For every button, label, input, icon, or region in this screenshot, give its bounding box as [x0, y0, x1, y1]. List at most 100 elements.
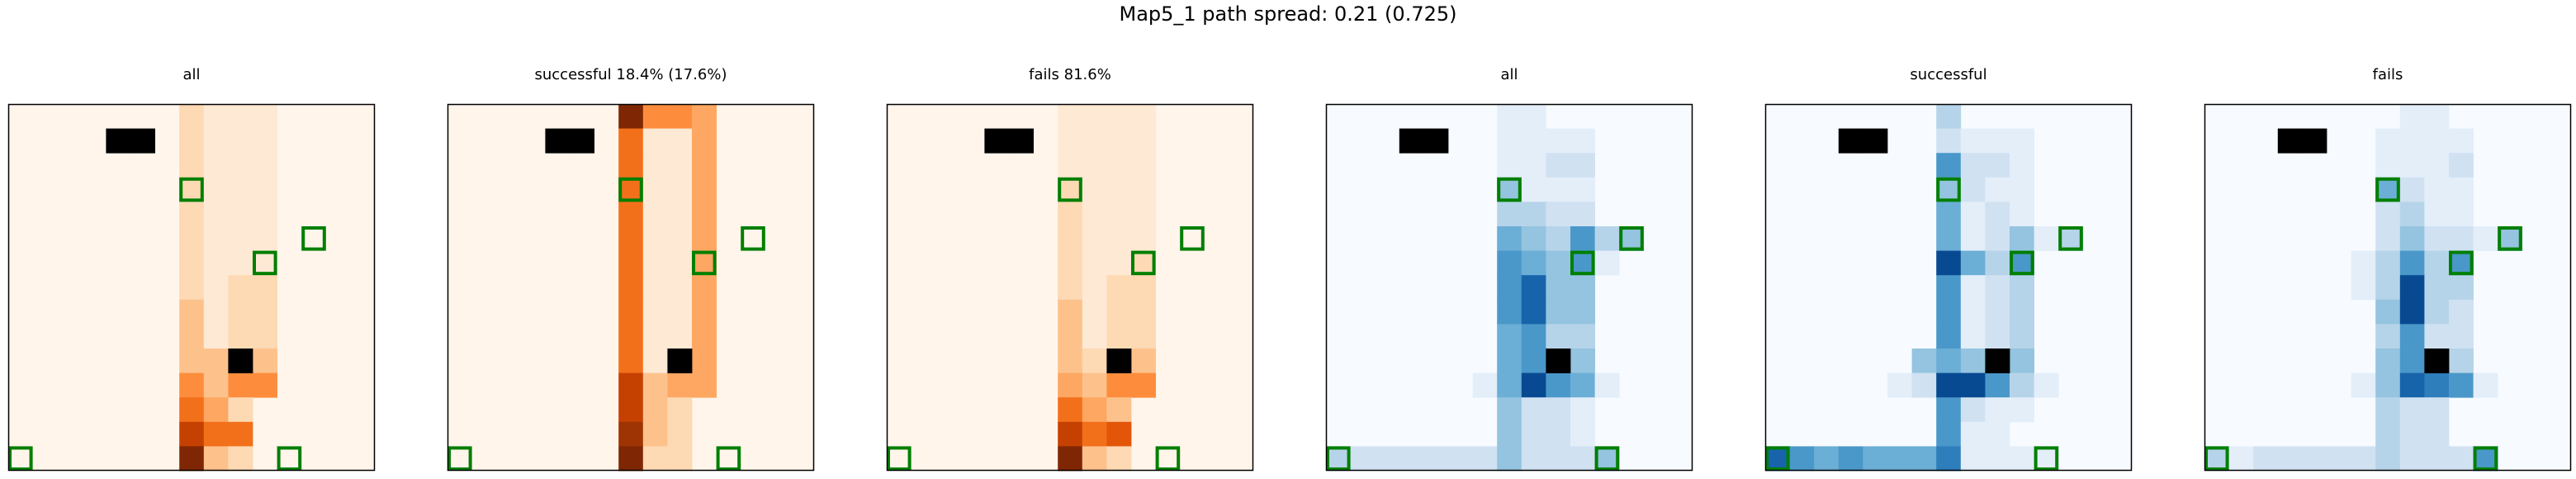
heatmap-cell: [1814, 446, 1840, 472]
heatmap-cell: [1058, 104, 1083, 129]
heatmap-cell: [228, 397, 253, 423]
heatmap-cell: [642, 372, 668, 398]
heatmap-cell: [1106, 324, 1132, 349]
target-marker: [1497, 177, 1522, 202]
heatmap-cell: [642, 397, 668, 423]
heatmap-cell: [1497, 299, 1522, 325]
heatmap-cell: [1765, 446, 1790, 472]
heatmap-cell: [1131, 275, 1156, 301]
heatmap-cell: [2449, 202, 2474, 227]
heatmap-cell: [1497, 397, 1522, 423]
heatmap-cell: [1106, 299, 1132, 325]
heatmap-cell: [1058, 397, 1083, 423]
heatmap-cell: [1106, 275, 1132, 301]
heatmap-cell: [1985, 372, 2010, 398]
heatmap-cell: [2034, 446, 2059, 472]
obstacle-cell: [1838, 128, 1863, 154]
obstacle-cell: [2302, 128, 2327, 154]
heatmap-cell: [1472, 446, 1498, 472]
target-marker: [887, 446, 912, 471]
heatmap-cell: [2424, 153, 2450, 178]
heatmap-cell: [1960, 397, 1986, 423]
heatmap-cell: [642, 349, 668, 373]
heatmap-cell: [1960, 250, 1986, 276]
heatmap-cell: [2375, 324, 2401, 349]
heatmap-cell: [1911, 372, 1937, 398]
panel-4-title: all: [1500, 66, 1518, 83]
heatmap-cell: [667, 177, 693, 202]
heatmap-cell: [1106, 177, 1132, 202]
heatmap-cell: [1546, 250, 1571, 276]
heatmap-cell: [1936, 349, 1962, 373]
heatmap-cell: [2449, 446, 2474, 472]
target-marker: [179, 177, 204, 202]
heatmap-cell: [2424, 421, 2450, 447]
heatmap-cell: [203, 153, 229, 178]
heatmap-cell: [1546, 397, 1571, 423]
heatmap-cell: [203, 324, 229, 349]
heatmap-cell: [2449, 372, 2474, 398]
heatmap-cell: [2424, 372, 2450, 398]
heatmap-cell: [1497, 446, 1522, 472]
heatmap-cell: [2399, 153, 2425, 178]
obstacle-cell: [1546, 349, 1571, 373]
heatmap-cell: [2399, 349, 2425, 373]
target-marker: [1326, 446, 1351, 471]
heatmap-cell: [253, 372, 277, 398]
heatmap-cell: [1546, 226, 1571, 251]
obstacle-cell: [545, 128, 571, 154]
heatmap-cell: [228, 250, 253, 276]
obstacle-cell: [1863, 128, 1888, 154]
heatmap-cell: [1546, 153, 1571, 178]
heatmap-cell: [2010, 324, 2034, 349]
heatmap-cell: [1521, 226, 1546, 251]
heatmap-panel-5: [1764, 103, 2133, 472]
panel-3-title: fails 81.6%: [1029, 66, 1111, 83]
heatmap-cell: [1472, 372, 1498, 398]
heatmap-cell: [2449, 299, 2474, 325]
heatmap-cell: [203, 226, 229, 251]
heatmap-cell: [1960, 128, 1986, 154]
heatmap-cell: [1936, 275, 1962, 301]
heatmap-cell: [1058, 349, 1083, 373]
target-marker: [1936, 177, 1961, 202]
heatmap-cell: [2424, 299, 2450, 325]
heatmap-cell: [618, 324, 644, 349]
obstacle-cell: [228, 349, 253, 373]
heatmap-cell: [1570, 202, 1595, 227]
heatmap-panel-2: [447, 103, 815, 472]
heatmap-cell: [1570, 397, 1595, 423]
heatmap-cell: [2375, 275, 2401, 301]
heatmap-cell: [618, 446, 644, 472]
heatmap-cell: [2327, 446, 2351, 472]
heatmap-cell: [2424, 177, 2450, 202]
heatmap-cell: [2424, 446, 2450, 472]
heatmap-cell: [1570, 250, 1595, 276]
heatmap-cell: [1985, 128, 2010, 154]
heatmap-cell: [1106, 226, 1132, 251]
heatmap-cell: [203, 177, 229, 202]
heatmap-cell: [2424, 128, 2450, 154]
heatmap-cell: [1570, 446, 1595, 472]
heatmap-cell: [1497, 153, 1522, 178]
heatmap-cell: [1131, 226, 1156, 251]
heatmap-cell: [203, 275, 229, 301]
heatmap-cell: [2010, 153, 2034, 178]
heatmap-cell: [2277, 446, 2303, 472]
heatmap-cell: [1985, 202, 2010, 227]
heatmap-cell: [2399, 202, 2425, 227]
heatmap-cell: [1497, 128, 1522, 154]
heatmap-cell: [2424, 104, 2450, 129]
heatmap-cell: [1058, 128, 1083, 154]
heatmap-cell: [2010, 299, 2034, 325]
heatmap-cell: [1058, 299, 1083, 325]
heatmap-cell: [1570, 349, 1595, 373]
heatmap-cell: [179, 421, 205, 447]
heatmap-cell: [667, 372, 693, 398]
heatmap-cell: [2010, 349, 2034, 373]
heatmap-cell: [203, 397, 229, 423]
heatmap-cell: [667, 446, 693, 472]
heatmap-cell: [1570, 421, 1595, 447]
heatmap-cell: [1570, 299, 1595, 325]
heatmap-cell: [228, 275, 253, 301]
